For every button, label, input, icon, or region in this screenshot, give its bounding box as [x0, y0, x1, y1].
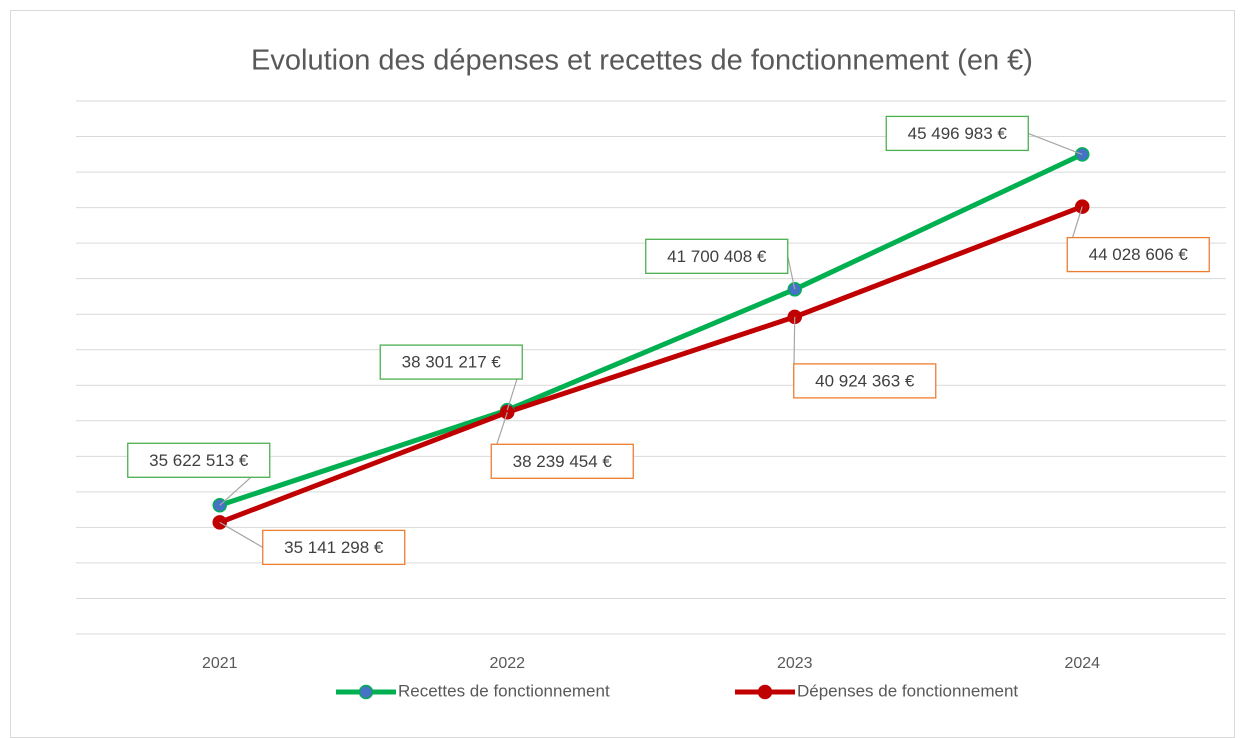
leader-line	[787, 256, 796, 290]
data-label: 40 924 363 €	[815, 371, 915, 390]
label-box	[490, 443, 634, 479]
leader-line	[219, 521, 264, 548]
data-label: 45 496 983 €	[908, 124, 1008, 143]
data-label: 35 141 298 €	[284, 538, 384, 557]
series-line	[218, 204, 1084, 525]
data-label: 41 700 408 €	[667, 247, 767, 266]
label-box	[885, 115, 1029, 152]
series-line	[218, 152, 1084, 508]
label-box	[127, 442, 271, 478]
x-tick-label: 2021	[202, 655, 238, 672]
label-box	[262, 529, 406, 566]
data-label: 44 028 606 €	[1089, 245, 1189, 264]
data-label: 38 301 217 €	[402, 353, 502, 372]
legend-marker	[358, 684, 374, 700]
leader-line	[1028, 132, 1083, 155]
label-box	[645, 238, 789, 274]
data-label: 35 622 513 €	[149, 451, 249, 470]
label-box	[793, 363, 937, 399]
label-box	[379, 344, 523, 380]
x-tick-label: 2024	[1064, 655, 1100, 672]
legend-marker	[757, 684, 773, 700]
x-tick-label: 2023	[777, 655, 813, 672]
legend-label: Recettes de fonctionnement	[398, 681, 610, 700]
chart-title: Evolution des dépenses et recettes de fo…	[251, 45, 1033, 77]
label-box	[1066, 236, 1210, 273]
legend-label: Dépenses de fonctionnement	[797, 681, 1018, 700]
data-label: 38 239 454 €	[513, 452, 613, 471]
x-tick-label: 2022	[489, 655, 525, 672]
